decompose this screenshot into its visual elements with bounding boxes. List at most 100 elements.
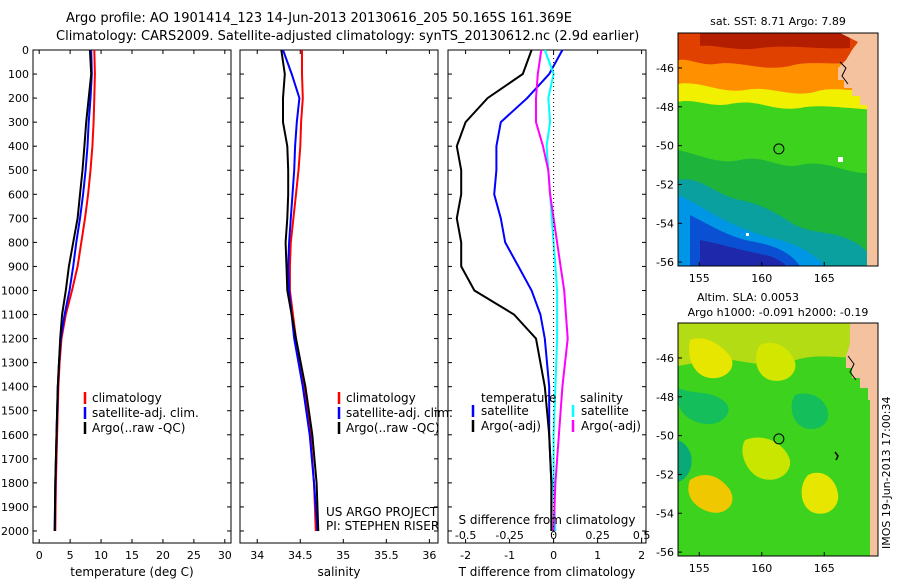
depth-tick-label: 700 [8,212,29,225]
depth-tick-label: 1300 [1,357,29,370]
map-y-tick-label: -52 [656,468,674,481]
s-tick-label: -0.5 [455,529,476,542]
x-tick-label: 0 [550,549,557,562]
depth-axis-labels: 0 100 200 300 400 500 600 700 800 900 1000 1100 1200… [1,44,29,538]
legend-label-s-argo: Argo(-adj) [581,419,641,433]
map-y-tick-label: -46 [656,62,674,75]
difference-panel-frame [447,49,647,544]
legend-header-salinity: salinity [580,391,623,405]
sla-map-field [678,323,878,556]
temperature-panel-frame [32,49,232,544]
temperature-legend: climatology satellite-adj. clim. Argo(..… [83,391,199,435]
legend-label-argo: Argo(..raw -QC) [92,421,185,435]
project-label: US ARGO PROJECT [326,505,438,519]
sla-map-title-line2: Argo h1000: -0.091 h2000: -0.19 [688,306,869,319]
difference-series [455,49,569,532]
x-tick-label: 5 [67,549,74,562]
s-tick-label: 0.25 [585,529,610,542]
t-difference-xlabel: T difference from climatology [458,565,636,579]
depth-tick-label: 800 [8,236,29,249]
salinity-xlabel: salinity [317,565,360,579]
legend-label-t-satellite: satellite [481,404,529,418]
map-x-tick-label: 155 [689,562,710,575]
map-y-tick-label: -52 [656,178,674,191]
sst-map-frame [677,32,879,267]
imos-timestamp-label: IMOS 19-Jun-2013 17:00:34 [880,396,893,549]
map-y-tick-label: -56 [656,546,674,559]
s-tick-label: -0.25 [495,529,523,542]
salinity-legend: climatology satellite-adj. clim. Argo(..… [337,391,453,435]
depth-tick-label: 500 [8,164,29,177]
map-y-tick-label: -54 [656,217,674,230]
s-tick-label: 0.5 [633,529,651,542]
salinity-series [280,49,320,532]
figure-title-line1: Argo profile: AO 1901414_123 14-Jun-2013… [66,11,572,26]
depth-tick-label: 100 [8,68,29,81]
x-tick-label: -2 [460,549,471,562]
temperature-series [53,49,96,532]
depth-tick-label: 900 [8,260,29,273]
depth-tick-label: 1100 [1,309,29,322]
salinity-panel-frame [239,49,439,544]
sst-map-title: sat. SST: 8.71 Argo: 7.89 [710,15,846,28]
x-tick-label: 36 [422,549,436,562]
x-tick-label: 20 [156,549,170,562]
legend-label-t-argo: Argo(-adj) [481,419,541,433]
depth-tick-label: 0 [22,44,29,57]
temperature-xlabel: temperature (deg C) [70,565,193,579]
legend-label-satellite: satellite-adj. clim. [346,406,453,420]
depth-tick-label: 600 [8,188,29,201]
figure-title-line2: Climatology: CARS2009. Satellite-adjuste… [56,29,640,44]
map-y-tick-label: -48 [656,101,674,114]
depth-tick-label: 1000 [1,284,29,297]
map-y-tick-label: -56 [656,256,674,269]
sst-map-axis-ticks: 155 160 165 -46 -48 -50 -52 -54 -56 [656,62,835,285]
series-line-argo-raw-qc- [280,49,320,532]
depth-tick-label: 1400 [1,381,29,394]
legend-label-climatology: climatology [346,391,416,405]
x-tick-label: 1 [594,549,601,562]
depth-tick-label: 1200 [1,333,29,346]
depth-tick-label: 1900 [1,501,29,514]
depth-tick-label: 1600 [1,429,29,442]
map-x-tick-label: 160 [751,272,772,285]
series-line-s-argo-adj- [535,49,569,532]
x-tick-label: 35 [336,549,350,562]
map-y-tick-label: -54 [656,507,674,520]
legend-label-s-satellite: satellite [581,404,629,418]
sst-map-field [678,33,878,266]
x-tick-label: 34 [250,549,264,562]
sla-map-title-line1: Altim. SLA: 0.0053 [697,291,799,304]
map-y-tick-label: -50 [656,140,674,153]
series-line-t-argo-adj- [455,49,553,531]
x-tick-label: 35.5 [374,549,399,562]
x-tick-label: 15 [125,549,139,562]
series-line-argo-raw-qc- [53,49,93,532]
x-tick-label: 30 [218,549,232,562]
depth-tick-label: 1700 [1,453,29,466]
sla-argo-position-marker [773,433,785,445]
x-tick-label: 0 [36,549,43,562]
pi-label: PI: STEPHEN RISER [326,519,439,533]
x-tick-label: 25 [187,549,201,562]
depth-tick-label: 200 [8,92,29,105]
x-tick-label: -1 [504,549,515,562]
map-y-tick-label: -48 [656,391,674,404]
map-y-tick-label: -50 [656,430,674,443]
s-tick-label: 0 [550,529,557,542]
legend-label-climatology: climatology [92,391,162,405]
map-x-tick-label: 160 [751,562,772,575]
sst-argo-position-marker [773,143,785,155]
x-tick-label: 10 [94,549,108,562]
series-line-satellite-adj-clim- [282,49,319,532]
map-y-tick-label: -46 [656,352,674,365]
legend-label-argo: Argo(..raw -QC) [346,421,439,435]
series-line-t-satellite [493,49,564,531]
sla-map-axis-ticks: 155 160 165 -46 -48 -50 -52 -54 -56 [656,352,835,575]
map-x-tick-label: 155 [689,272,710,285]
legend-header-temperature: temperature [481,391,556,405]
depth-tick-label: 400 [8,140,29,153]
series-line-climatology [288,50,317,532]
depth-tick-label: 2000 [1,525,29,538]
